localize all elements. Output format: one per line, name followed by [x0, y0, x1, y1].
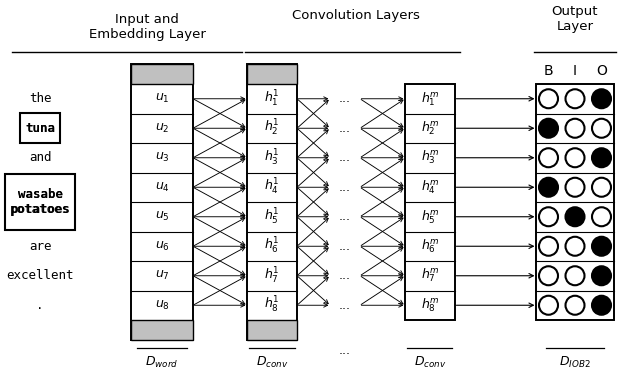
- Bar: [131, 64, 193, 84]
- Bar: [247, 64, 297, 84]
- Text: ...: ...: [339, 343, 351, 356]
- Text: $h_2^1$: $h_2^1$: [264, 118, 280, 138]
- Circle shape: [539, 237, 558, 256]
- Text: $D_{conv}$: $D_{conv}$: [256, 354, 288, 369]
- Text: $h_5^m$: $h_5^m$: [420, 208, 439, 225]
- Text: $u_5$: $u_5$: [155, 210, 169, 223]
- Circle shape: [592, 178, 611, 197]
- Text: wasabe
potatoes: wasabe potatoes: [10, 188, 70, 216]
- Text: $u_6$: $u_6$: [155, 240, 169, 253]
- Text: $u_4$: $u_4$: [155, 181, 169, 194]
- Text: ...: ...: [339, 181, 351, 194]
- Bar: [20, 113, 61, 144]
- Bar: [247, 64, 297, 340]
- Circle shape: [566, 296, 585, 315]
- Text: $h_4^m$: $h_4^m$: [420, 178, 439, 196]
- Text: the: the: [28, 92, 51, 105]
- Text: ...: ...: [339, 92, 351, 105]
- Text: Output
Layer: Output Layer: [552, 5, 599, 33]
- Bar: [131, 320, 193, 340]
- Text: $u_3$: $u_3$: [155, 151, 169, 164]
- Text: $D_{IOB2}$: $D_{IOB2}$: [559, 354, 591, 369]
- Bar: [247, 320, 297, 340]
- Text: $h_6^m$: $h_6^m$: [420, 238, 439, 255]
- Text: Input and
Embedding Layer: Input and Embedding Layer: [88, 13, 205, 41]
- Bar: [405, 84, 455, 320]
- Circle shape: [539, 296, 558, 315]
- Text: $D_{conv}$: $D_{conv}$: [414, 354, 446, 369]
- Circle shape: [592, 237, 611, 256]
- Text: Convolution Layers: Convolution Layers: [292, 8, 420, 21]
- Text: $h_8^1$: $h_8^1$: [264, 295, 280, 315]
- Text: $h_8^m$: $h_8^m$: [420, 296, 439, 314]
- Circle shape: [566, 119, 585, 138]
- Circle shape: [566, 89, 585, 108]
- Text: $h_3^1$: $h_3^1$: [264, 148, 280, 168]
- Text: B: B: [544, 64, 553, 78]
- Text: tuna: tuna: [25, 122, 55, 135]
- Circle shape: [592, 207, 611, 226]
- Circle shape: [592, 266, 611, 285]
- Circle shape: [539, 266, 558, 285]
- Text: $h_7^m$: $h_7^m$: [420, 267, 439, 285]
- Circle shape: [592, 89, 611, 108]
- Text: $h_2^m$: $h_2^m$: [420, 120, 439, 137]
- Circle shape: [539, 207, 558, 226]
- Text: $h_4^1$: $h_4^1$: [264, 177, 280, 197]
- Text: $D_{word}$: $D_{word}$: [145, 354, 179, 369]
- Circle shape: [539, 89, 558, 108]
- Text: $h_1^1$: $h_1^1$: [264, 89, 280, 109]
- Text: $h_1^m$: $h_1^m$: [420, 90, 439, 107]
- Text: ...: ...: [339, 299, 351, 312]
- Text: $u_2$: $u_2$: [155, 122, 169, 135]
- Text: excellent: excellent: [6, 269, 74, 282]
- Text: ...: ...: [339, 122, 351, 135]
- Bar: [536, 84, 614, 320]
- Circle shape: [566, 266, 585, 285]
- Circle shape: [539, 178, 558, 197]
- Circle shape: [539, 148, 558, 167]
- Circle shape: [566, 148, 585, 167]
- Text: $h_3^m$: $h_3^m$: [420, 149, 439, 167]
- Text: ...: ...: [339, 210, 351, 223]
- Text: $h_6^1$: $h_6^1$: [264, 236, 280, 256]
- Text: $h_5^1$: $h_5^1$: [264, 207, 280, 227]
- Text: $h_7^1$: $h_7^1$: [264, 266, 280, 286]
- Circle shape: [592, 148, 611, 167]
- Circle shape: [592, 296, 611, 315]
- Circle shape: [592, 119, 611, 138]
- Text: ...: ...: [339, 151, 351, 164]
- Text: $u_8$: $u_8$: [155, 299, 169, 312]
- Circle shape: [566, 237, 585, 256]
- Text: ...: ...: [339, 269, 351, 282]
- Text: $u_1$: $u_1$: [155, 92, 169, 105]
- Text: wasabe
potatoes: wasabe potatoes: [10, 188, 70, 216]
- Circle shape: [566, 178, 585, 197]
- Circle shape: [539, 119, 558, 138]
- Text: .: .: [36, 299, 44, 312]
- Circle shape: [566, 207, 585, 226]
- Bar: [131, 64, 193, 340]
- Text: ...: ...: [339, 240, 351, 253]
- Text: and: and: [28, 151, 51, 164]
- Text: O: O: [596, 64, 607, 78]
- Text: I: I: [573, 64, 577, 78]
- Text: are: are: [28, 240, 51, 253]
- Text: tuna: tuna: [25, 122, 55, 135]
- Text: $u_7$: $u_7$: [155, 269, 169, 282]
- Bar: [5, 175, 75, 230]
